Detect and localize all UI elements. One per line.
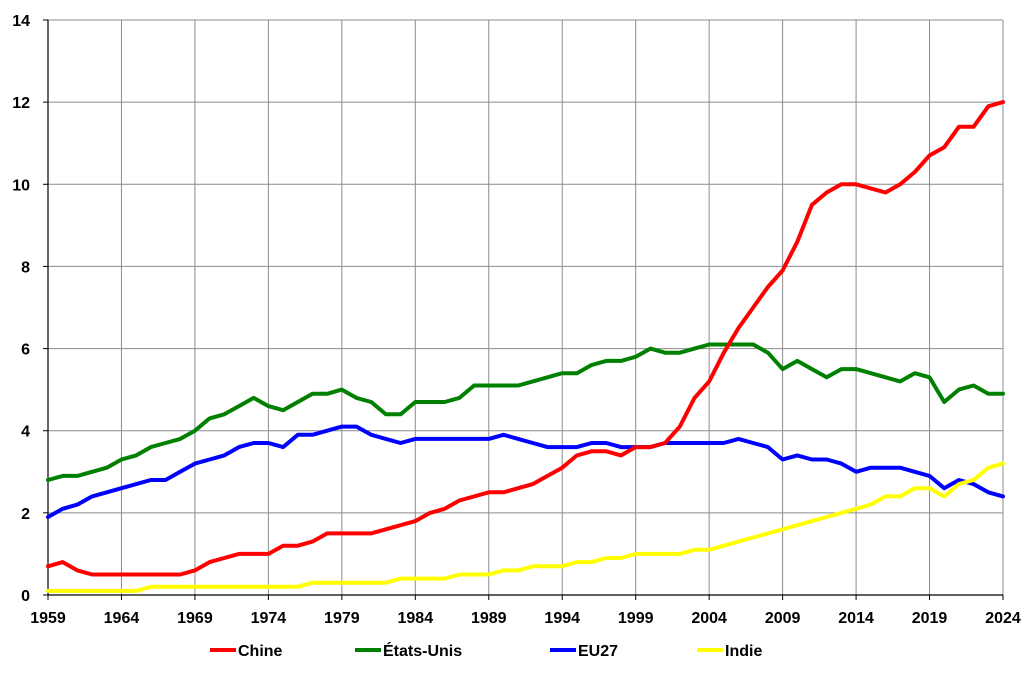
legend-label: États-Unis — [383, 641, 462, 660]
y-tick-label: 2 — [21, 506, 30, 523]
legend-item: Chine — [210, 643, 283, 660]
y-tick-label: 4 — [21, 424, 30, 441]
legend-label: EU27 — [578, 643, 618, 660]
y-tick-label: 8 — [21, 259, 30, 276]
series-line--tats-unis — [46, 342, 1005, 482]
x-axis-tick-labels: 1959 1964 1969 1974 1979 1984 1989 1994 1999 2004… — [30, 610, 1021, 627]
y-tick-label: 0 — [21, 588, 30, 605]
legend-label: Chine — [238, 643, 283, 660]
series-line-chine — [46, 100, 1005, 577]
x-tick-label: 1964 — [104, 610, 140, 627]
y-axis-tick-labels: 0 2 4 6 8 10 12 14 — [12, 13, 30, 605]
x-tick-label: 1969 — [177, 610, 213, 627]
x-tick-label: 1974 — [251, 610, 287, 627]
x-tick-label: 1999 — [618, 610, 654, 627]
x-tick-label: 1979 — [324, 610, 360, 627]
legend-item: États-Unis — [355, 641, 462, 660]
y-tick-label: 12 — [12, 95, 30, 112]
x-tick-label: 2009 — [765, 610, 801, 627]
y-tick-label: 14 — [12, 13, 30, 30]
y-tick-label: 6 — [21, 342, 30, 359]
series-line-indie — [46, 461, 1005, 593]
legend-item: Indie — [697, 643, 762, 660]
series-lines — [46, 100, 1005, 593]
x-tick-label: 1959 — [30, 610, 66, 627]
x-tick-label: 1994 — [544, 610, 580, 627]
legend-label: Indie — [725, 643, 762, 660]
x-tick-label: 2014 — [838, 610, 874, 627]
legend: Chine États-Unis EU27 Indie — [210, 641, 762, 660]
x-tick-label: 2019 — [912, 610, 948, 627]
series-line-eu27 — [46, 424, 1005, 519]
y-tick-label: 10 — [12, 177, 30, 194]
x-tick-label: 2004 — [691, 610, 727, 627]
x-tick-label: 2024 — [985, 610, 1021, 627]
axes — [43, 19, 1004, 600]
legend-item: EU27 — [550, 643, 618, 660]
x-tick-label: 1989 — [471, 610, 507, 627]
x-tick-label: 1984 — [398, 610, 434, 627]
